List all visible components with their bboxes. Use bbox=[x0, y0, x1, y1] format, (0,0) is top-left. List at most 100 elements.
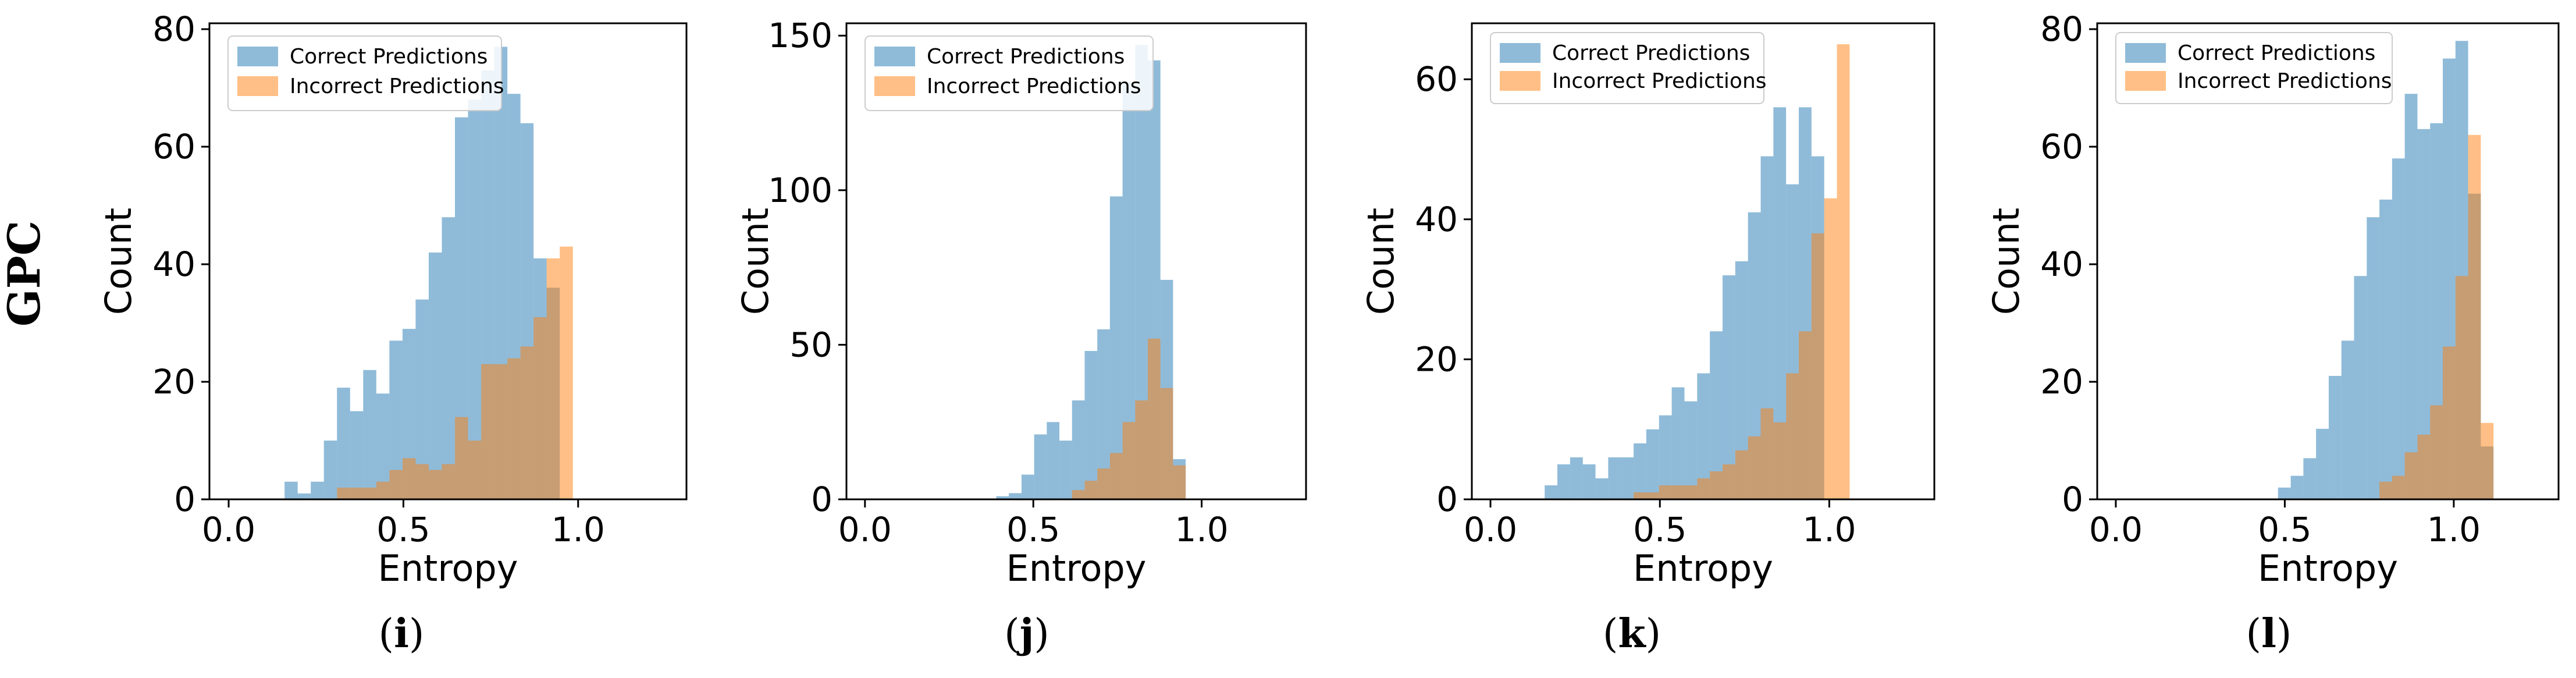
x-axis-label: Entropy bbox=[1006, 547, 1147, 590]
bar bbox=[1659, 485, 1672, 499]
bar bbox=[1697, 373, 1710, 499]
bar bbox=[2443, 346, 2456, 499]
legend-swatch-correct bbox=[1500, 43, 1540, 63]
bar bbox=[1671, 387, 1685, 499]
x-axis-label: Entropy bbox=[2258, 547, 2398, 590]
bar bbox=[996, 496, 1009, 499]
axes-frame bbox=[208, 22, 688, 500]
legend-swatch-correct bbox=[237, 47, 278, 66]
bar bbox=[2354, 276, 2367, 499]
bar bbox=[1135, 400, 1148, 499]
bar bbox=[481, 364, 494, 499]
bar bbox=[1634, 443, 1646, 499]
bar bbox=[428, 252, 442, 499]
x-tick-label: 1.0 bbox=[1802, 510, 1856, 549]
bar bbox=[1084, 481, 1098, 499]
bar bbox=[442, 217, 456, 499]
bar bbox=[2341, 340, 2354, 499]
bar bbox=[1786, 373, 1799, 499]
histogram-panel-j: 0.0 0.5 1.0 0 50 100 150 Entropy Count Correct Pr… bbox=[734, 16, 1307, 657]
bar bbox=[389, 340, 403, 499]
legend: Correct Predictions Incorrect Predictions bbox=[227, 36, 504, 111]
bar bbox=[1047, 422, 1060, 499]
bar bbox=[2379, 199, 2392, 499]
bar bbox=[350, 411, 364, 499]
y-axis-label: Count bbox=[1360, 208, 1402, 315]
sub-caption-letter: l bbox=[2261, 610, 2276, 657]
legend-label: Incorrect Predictions bbox=[290, 74, 504, 98]
bar bbox=[1646, 429, 1659, 499]
bar bbox=[494, 364, 508, 499]
x-tick-label: 0.0 bbox=[202, 510, 255, 549]
bar bbox=[1072, 400, 1085, 499]
axes-frame bbox=[1471, 22, 1935, 500]
bar bbox=[1557, 464, 1570, 499]
bar bbox=[455, 117, 468, 499]
bar bbox=[2278, 487, 2291, 499]
bar bbox=[1634, 492, 1646, 499]
y-tick-label: 0 bbox=[174, 480, 195, 519]
series-incorrect bbox=[337, 246, 573, 499]
bar bbox=[1097, 329, 1110, 499]
bar bbox=[2303, 458, 2317, 499]
bar bbox=[507, 358, 521, 499]
bar bbox=[2417, 434, 2431, 499]
x-tick-label: 1.0 bbox=[552, 510, 605, 549]
bar bbox=[2455, 276, 2468, 499]
bar bbox=[546, 258, 560, 499]
bar bbox=[1760, 408, 1774, 499]
bar bbox=[1582, 464, 1596, 499]
bar bbox=[1773, 422, 1787, 499]
sub-caption-j: (j) bbox=[1004, 610, 1049, 657]
x-tick-label: 0.0 bbox=[2089, 510, 2143, 549]
bar bbox=[1122, 422, 1136, 499]
y-tick-label: 80 bbox=[152, 9, 195, 49]
series-incorrect bbox=[1072, 338, 1186, 499]
x-tick-label: 1.0 bbox=[1175, 510, 1228, 549]
bar bbox=[1147, 338, 1161, 499]
bar bbox=[2328, 375, 2342, 499]
bar bbox=[376, 481, 390, 499]
bar bbox=[1122, 81, 1136, 500]
bar bbox=[1824, 198, 1837, 499]
legend-label: Incorrect Predictions bbox=[2177, 69, 2392, 93]
bar bbox=[1697, 478, 1710, 499]
bar bbox=[1748, 436, 1761, 499]
bar bbox=[442, 464, 456, 499]
bar bbox=[1109, 196, 1123, 499]
bar bbox=[376, 393, 390, 499]
legend-label: Correct Predictions bbox=[290, 45, 488, 69]
y-tick-label: 0 bbox=[1436, 480, 1458, 519]
bar bbox=[402, 458, 416, 499]
legend-label: Correct Predictions bbox=[2177, 41, 2375, 65]
legend-swatch-incorrect bbox=[874, 76, 915, 96]
y-tick-label: 60 bbox=[1415, 59, 1458, 99]
bar bbox=[1545, 485, 1558, 499]
x-tick-label: 0.5 bbox=[2258, 510, 2311, 549]
y-tick-label: 20 bbox=[1415, 339, 1458, 379]
axes-frame bbox=[2096, 22, 2560, 500]
bar bbox=[1034, 434, 1047, 499]
bar bbox=[389, 470, 403, 499]
bar bbox=[337, 388, 350, 499]
bar bbox=[2417, 129, 2431, 499]
bar bbox=[1659, 415, 1672, 499]
series-incorrect bbox=[1634, 44, 1850, 499]
bar bbox=[1684, 485, 1698, 499]
bar bbox=[1710, 331, 1723, 499]
y-tick-label: 0 bbox=[811, 480, 832, 519]
axes-frame bbox=[845, 22, 1307, 500]
histogram-panel-i: 0.0 0.5 1.0 0 20 40 60 80 Entropy Count Correct Pr… bbox=[97, 9, 688, 657]
y-tick-label: 40 bbox=[2040, 244, 2083, 284]
bar bbox=[468, 100, 482, 500]
bar bbox=[1722, 464, 1735, 499]
bar bbox=[1773, 107, 1787, 500]
bar bbox=[1570, 457, 1583, 499]
legend-label: Correct Predictions bbox=[927, 45, 1125, 69]
x-tick-label: 0.0 bbox=[838, 510, 892, 549]
x-tick-label: 1.0 bbox=[2427, 510, 2481, 549]
legend: Correct Predictions Incorrect Predictions bbox=[1490, 32, 1767, 104]
bar bbox=[1735, 261, 1748, 499]
legend-label: Incorrect Predictions bbox=[1552, 69, 1767, 93]
